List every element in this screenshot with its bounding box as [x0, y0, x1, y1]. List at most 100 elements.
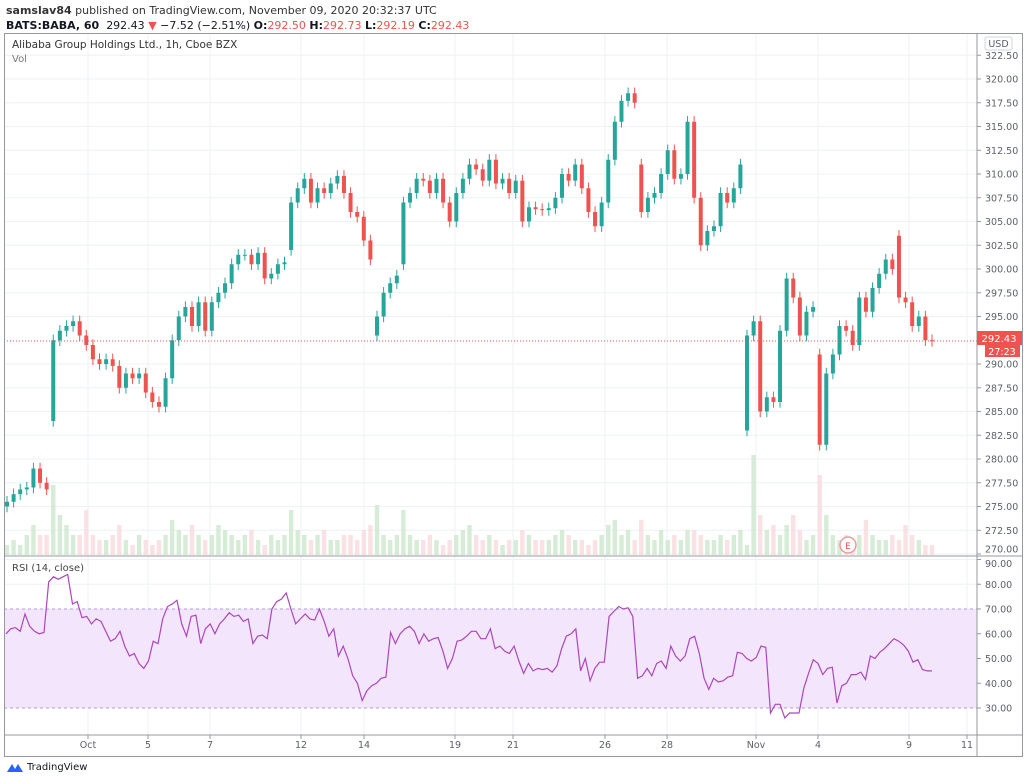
candle-body: [381, 292, 386, 317]
volume-bar: [579, 540, 585, 555]
candle: [606, 154, 611, 209]
candle-body: [593, 212, 598, 227]
candle-body: [341, 175, 346, 193]
candle: [599, 196, 604, 232]
volume-bar: [698, 535, 703, 555]
candle-body: [216, 292, 221, 303]
volume-bar: [242, 535, 248, 555]
tradingview-logo[interactable]: TradingView: [6, 761, 87, 773]
volume-bar: [368, 525, 373, 555]
candle-body: [414, 178, 419, 193]
candle-body: [269, 273, 274, 279]
volume-bar: [374, 505, 380, 555]
candle: [665, 144, 670, 180]
open-value: 292.50: [267, 19, 306, 32]
price-tick-label: 270.00: [985, 545, 1018, 556]
volume-bar: [407, 535, 413, 555]
candle-body: [11, 494, 16, 502]
price-tick-label: 322.50: [985, 51, 1018, 62]
earnings-marker[interactable]: [839, 536, 857, 554]
candle: [612, 116, 617, 166]
time-tick-label: 19: [449, 740, 461, 751]
candle-body: [375, 316, 379, 336]
volume-bar: [321, 530, 327, 555]
candle: [137, 367, 142, 384]
candle: [745, 329, 749, 437]
candle-body: [110, 359, 115, 366]
volume-bar: [222, 530, 228, 555]
publish-info: samslav84 published on TradingView.com, …: [6, 4, 437, 17]
currency-label: USD: [988, 39, 1008, 50]
volume-bar: [619, 535, 624, 555]
volume-bar: [658, 530, 664, 555]
candle-body: [322, 188, 327, 193]
candle: [434, 173, 439, 199]
volume-bar: [526, 535, 532, 555]
candle: [176, 310, 181, 346]
candle-body: [302, 178, 307, 189]
candle-body: [619, 100, 624, 122]
candle-body: [705, 231, 710, 246]
volume-legend: Vol: [12, 54, 27, 65]
volume-bar: [724, 540, 730, 555]
time-tick-label: Oct: [80, 740, 97, 751]
candle: [751, 315, 756, 342]
volume-bar: [308, 540, 314, 555]
candle-body: [262, 252, 267, 279]
candle: [163, 372, 168, 413]
volume-bar: [923, 545, 928, 555]
price-tick-label: 302.50: [985, 241, 1018, 252]
candle: [487, 154, 492, 187]
volume-bar: [123, 540, 129, 555]
candle: [804, 306, 809, 342]
candle: [480, 163, 485, 187]
candle: [758, 315, 763, 418]
candle: [57, 325, 62, 346]
candle: [764, 391, 769, 418]
price-change: −7.52 (−2.51%): [160, 19, 251, 32]
candle-body: [427, 180, 432, 193]
candle: [388, 277, 393, 299]
candle: [44, 477, 49, 496]
volume-bar: [90, 535, 96, 555]
candle: [249, 249, 254, 270]
candle-body: [480, 169, 485, 181]
candle: [71, 315, 76, 332]
candle-body: [275, 264, 280, 274]
volume-bar: [533, 540, 538, 555]
volume-bar: [506, 540, 512, 555]
candle-body: [223, 283, 228, 293]
candle-body: [18, 489, 23, 495]
candle: [837, 320, 842, 361]
candle-body: [797, 297, 802, 336]
candle-body: [467, 164, 472, 179]
volume-bar: [586, 545, 591, 555]
candle-body: [553, 197, 558, 209]
candle: [229, 258, 234, 289]
volume-bar: [440, 545, 446, 555]
volume-bar: [275, 540, 281, 555]
candle-body: [659, 174, 664, 193]
candle: [117, 360, 122, 394]
candle-body: [586, 188, 591, 212]
currency-badge[interactable]: [984, 36, 1013, 51]
candle-body: [348, 193, 353, 212]
rsi-tick-label: 30.00: [985, 704, 1012, 715]
candle-body: [408, 193, 413, 203]
volume-bar: [566, 535, 571, 555]
candle: [361, 211, 366, 247]
candle: [811, 301, 816, 318]
candle-body: [778, 330, 783, 402]
candle-body: [242, 254, 247, 256]
price-tick-label: 285.00: [985, 407, 1018, 418]
candle-body: [97, 359, 102, 364]
candle: [586, 182, 591, 218]
candle-body: [5, 501, 9, 507]
candle: [883, 253, 888, 280]
down-triangle-icon: ▼: [148, 19, 157, 32]
rsi-tick-label: 60.00: [985, 629, 1012, 640]
candle: [593, 206, 598, 232]
volume-bar: [883, 540, 888, 555]
candle-body: [163, 378, 168, 407]
